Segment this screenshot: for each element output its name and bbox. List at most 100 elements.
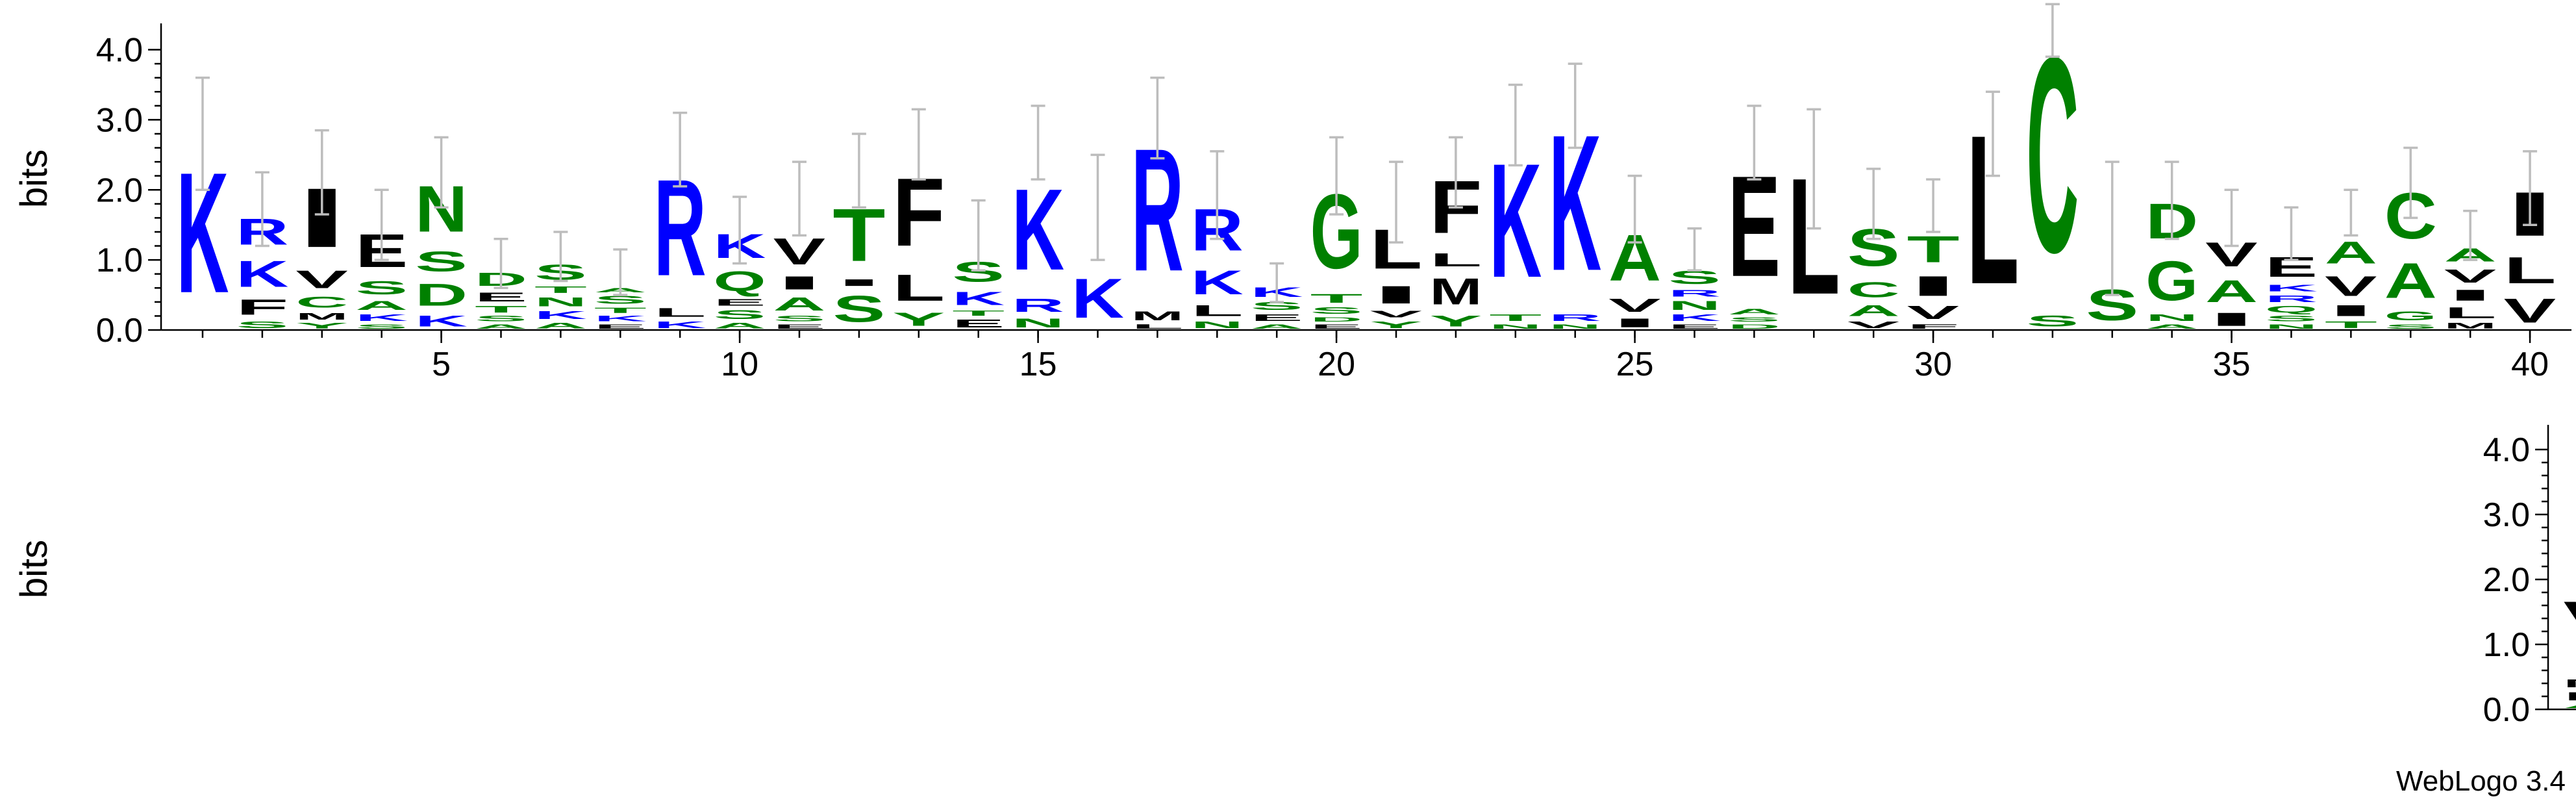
logo-letter-M: M: [295, 311, 348, 322]
logo-letter-K: K: [654, 320, 707, 330]
logo-letter-C: C: [295, 294, 348, 311]
logo-stack-position-16: K: [1071, 153, 1124, 330]
logo-letter-M: M: [2564, 677, 2576, 690]
logo-letter-T: T: [1907, 229, 1960, 271]
logo-letter-A: A: [355, 299, 408, 313]
logo-letter-S: S: [355, 323, 408, 330]
logo-letter-I: I: [1907, 270, 1960, 301]
logo-letter-E: E: [594, 323, 647, 330]
logo-letter-Q: Q: [714, 266, 766, 297]
logo-letter-K: K: [1071, 267, 1124, 330]
logo-letter-N: N: [2145, 312, 2198, 323]
x-tick-label: 5: [432, 346, 451, 383]
logo-letter-K: K: [2265, 283, 2318, 294]
y-axis-label: bits: [13, 540, 55, 598]
logo-letter-E: E: [952, 318, 1005, 330]
logo-letter-I: I: [2325, 302, 2377, 320]
logo-letter-N: N: [1549, 323, 1601, 330]
x-tick-label: 20: [1318, 346, 1355, 383]
logo-letter-A: A: [1728, 307, 1781, 316]
logo-letter-M: M: [2444, 322, 2497, 330]
y-tick-label: 4.0: [96, 32, 143, 70]
logo-stack-position-23: NTK: [1489, 83, 1542, 330]
logo-letter-G: G: [2145, 249, 2198, 312]
logo-panel-row-2: 0.01.02.03.04.0bits455055AFMIVCSIYFTGSKK…: [13, 425, 2576, 729]
logo-letter-E: E: [1251, 312, 1303, 323]
logo-letter-T: T: [534, 285, 587, 295]
logo-letter-S: S: [2384, 323, 2437, 330]
logo-letter-T: T: [1489, 312, 1542, 323]
logo-letter-K: K: [236, 253, 288, 295]
logo-letter-K: K: [415, 312, 468, 330]
logo-letter-S: S: [2026, 312, 2079, 330]
logo-letter-K: K: [594, 314, 647, 323]
logo-letter-T: T: [1310, 292, 1363, 306]
logo-letter-S: S: [1251, 300, 1303, 312]
logo-letter-Y: Y: [1370, 320, 1423, 330]
logo-letter-N: N: [534, 295, 587, 309]
logo-letter-L: L: [892, 267, 945, 309]
x-tick-label: 40: [2511, 346, 2549, 383]
logo-letter-D: D: [415, 277, 468, 312]
y-tick-label: 0.0: [2483, 691, 2530, 729]
x-tick-label: 35: [2213, 346, 2251, 383]
y-tick-label: 2.0: [2483, 561, 2530, 599]
y-tick-label: 3.0: [2483, 496, 2530, 534]
logo-stack-position-32: SC: [2026, 0, 2079, 330]
logo-letter-K: K: [952, 288, 1005, 309]
logo-letter-V: V: [2444, 266, 2497, 286]
logo-stack-position-28: L: [1788, 108, 1840, 329]
weblogo-credit: WebLogo 3.4: [2396, 765, 2566, 797]
logo-letter-L: L: [1429, 249, 1482, 270]
logo-letter-N: N: [1489, 323, 1542, 330]
logo-letter-M: M: [1131, 309, 1184, 323]
logo-letter-A: A: [2145, 323, 2198, 330]
logo-letter-A: A: [534, 322, 587, 330]
logo-stack-position-31: L: [1967, 90, 2019, 328]
logo-letter-A: A: [475, 323, 527, 330]
logo-letter-S: S: [1310, 305, 1363, 316]
logo-letter-V: V: [2564, 592, 2576, 641]
logo-letter-A: A: [1251, 323, 1303, 330]
logo-letter-R: R: [1549, 312, 1601, 323]
logo-letter-I: I: [2564, 641, 2576, 677]
logo-stack-position-40: VLI: [2504, 150, 2557, 330]
logo-letter-E: E: [773, 323, 826, 330]
logo-stack-position-1: K: [177, 76, 229, 329]
logo-letter-E: E: [1310, 323, 1363, 330]
y-tick-label: 0.0: [96, 312, 143, 349]
logo-letter-K: K: [355, 312, 408, 323]
y-tick-label: 1.0: [96, 242, 143, 279]
y-tick-label: 1.0: [2483, 626, 2530, 664]
logo-letter-F: F: [2564, 690, 2576, 703]
logo-stack-position-41: AFMIV: [2564, 592, 2576, 709]
logo-letter-S: S: [415, 246, 468, 277]
y-tick-label: 3.0: [96, 101, 143, 139]
logo-letter-I: I: [1370, 281, 1423, 309]
logo-letter-M: M: [1429, 270, 1482, 312]
logo-letter-S: S: [773, 314, 826, 323]
logo-letter-V: V: [773, 231, 826, 273]
logo-letter-L: L: [1191, 302, 1244, 320]
logo-stack-position-13: YLF: [892, 108, 945, 330]
logo-letter-A: A: [2384, 253, 2437, 309]
logo-letter-K: K: [534, 309, 587, 321]
logo-letter-I: I: [2205, 309, 2258, 330]
logo-letter-L: L: [2504, 249, 2557, 292]
logo-stack-position-25: IVA: [1608, 174, 1661, 330]
